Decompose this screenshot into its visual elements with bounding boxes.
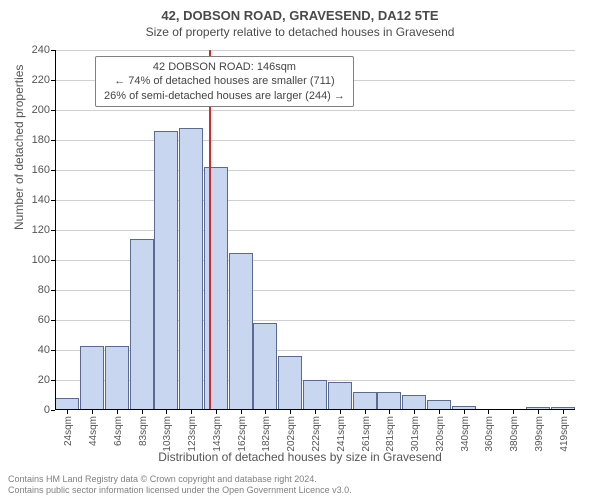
- x-axis-label: Distribution of detached houses by size …: [0, 450, 600, 464]
- gridline: [55, 50, 575, 51]
- gridline: [55, 230, 575, 231]
- histogram-bar: [253, 323, 277, 410]
- ytick-label: 0: [25, 404, 50, 416]
- histogram-bar: [130, 239, 154, 410]
- histogram-bar: [80, 346, 104, 411]
- annotation-box: 42 DOBSON ROAD: 146sqm ← 74% of detached…: [95, 56, 354, 107]
- histogram-bar: [154, 131, 178, 410]
- xtick-label: 261sqm: [361, 416, 372, 452]
- xtick-label: 182sqm: [261, 416, 272, 452]
- xtick-mark: [67, 410, 68, 414]
- ytick-label: 240: [25, 44, 50, 56]
- annotation-line: 26% of semi-detached houses are larger (…: [104, 89, 345, 103]
- y-axis: [55, 50, 56, 410]
- xtick-mark: [414, 410, 415, 414]
- xtick-label: 399sqm: [534, 416, 545, 452]
- ytick-label: 220: [25, 74, 50, 86]
- xtick-mark: [117, 410, 118, 414]
- xtick-label: 281sqm: [385, 416, 396, 452]
- xtick-label: 123sqm: [187, 416, 198, 452]
- histogram-bar: [377, 392, 401, 410]
- histogram-bar: [229, 253, 253, 411]
- histogram-bar: [179, 128, 203, 410]
- histogram-bar: [278, 356, 302, 410]
- histogram-bar: [328, 382, 352, 411]
- ytick-mark: [51, 410, 55, 411]
- ytick-label: 140: [25, 194, 50, 206]
- xtick-mark: [488, 410, 489, 414]
- xtick-mark: [166, 410, 167, 414]
- xtick-mark: [142, 410, 143, 414]
- xtick-label: 301sqm: [410, 416, 421, 452]
- histogram-bar: [353, 392, 377, 410]
- ytick-label: 100: [25, 254, 50, 266]
- histogram-bar: [105, 346, 129, 411]
- chart-subtitle: Size of property relative to detached ho…: [0, 23, 600, 39]
- xtick-mark: [216, 410, 217, 414]
- xtick-mark: [538, 410, 539, 414]
- histogram-bar: [303, 380, 327, 410]
- xtick-label: 320sqm: [435, 416, 446, 452]
- xtick-label: 241sqm: [336, 416, 347, 452]
- xtick-mark: [92, 410, 93, 414]
- chart-container: 42, DOBSON ROAD, GRAVESEND, DA12 5TE Siz…: [0, 0, 600, 500]
- xtick-label: 202sqm: [286, 416, 297, 452]
- ytick-label: 180: [25, 134, 50, 146]
- xtick-mark: [340, 410, 341, 414]
- gridline: [55, 200, 575, 201]
- chart-title: 42, DOBSON ROAD, GRAVESEND, DA12 5TE: [0, 0, 600, 23]
- xtick-label: 143sqm: [212, 416, 223, 452]
- ytick-label: 200: [25, 104, 50, 116]
- xtick-mark: [439, 410, 440, 414]
- xtick-label: 222sqm: [311, 416, 322, 452]
- xtick-label: 380sqm: [509, 416, 520, 452]
- xtick-mark: [290, 410, 291, 414]
- xtick-label: 340sqm: [460, 416, 471, 452]
- xtick-mark: [191, 410, 192, 414]
- x-axis: [55, 409, 575, 410]
- ytick-label: 20: [25, 374, 50, 386]
- ytick-label: 80: [25, 284, 50, 296]
- footer-line: Contains HM Land Registry data © Crown c…: [8, 474, 352, 485]
- xtick-label: 24sqm: [63, 416, 74, 446]
- gridline: [55, 110, 575, 111]
- ytick-label: 40: [25, 344, 50, 356]
- ytick-label: 120: [25, 224, 50, 236]
- xtick-label: 360sqm: [484, 416, 495, 452]
- ytick-label: 160: [25, 164, 50, 176]
- ytick-label: 60: [25, 314, 50, 326]
- xtick-label: 44sqm: [88, 416, 99, 446]
- xtick-label: 162sqm: [237, 416, 248, 452]
- xtick-mark: [389, 410, 390, 414]
- footer-line: Contains public sector information licen…: [8, 485, 352, 496]
- gridline: [55, 140, 575, 141]
- xtick-mark: [315, 410, 316, 414]
- footer: Contains HM Land Registry data © Crown c…: [8, 474, 352, 496]
- xtick-mark: [241, 410, 242, 414]
- xtick-label: 419sqm: [559, 416, 570, 452]
- xtick-mark: [365, 410, 366, 414]
- y-axis-label: Number of detached properties: [12, 65, 26, 230]
- plot-area: 02040608010012014016018020022024024sqm44…: [55, 50, 575, 410]
- histogram-bar: [402, 395, 426, 410]
- xtick-label: 83sqm: [138, 416, 149, 446]
- xtick-label: 103sqm: [162, 416, 173, 452]
- xtick-label: 64sqm: [113, 416, 124, 446]
- annotation-line: 42 DOBSON ROAD: 146sqm: [104, 60, 345, 74]
- xtick-mark: [464, 410, 465, 414]
- xtick-mark: [513, 410, 514, 414]
- xtick-mark: [563, 410, 564, 414]
- gridline: [55, 170, 575, 171]
- xtick-mark: [265, 410, 266, 414]
- annotation-line: ← 74% of detached houses are smaller (71…: [104, 74, 345, 88]
